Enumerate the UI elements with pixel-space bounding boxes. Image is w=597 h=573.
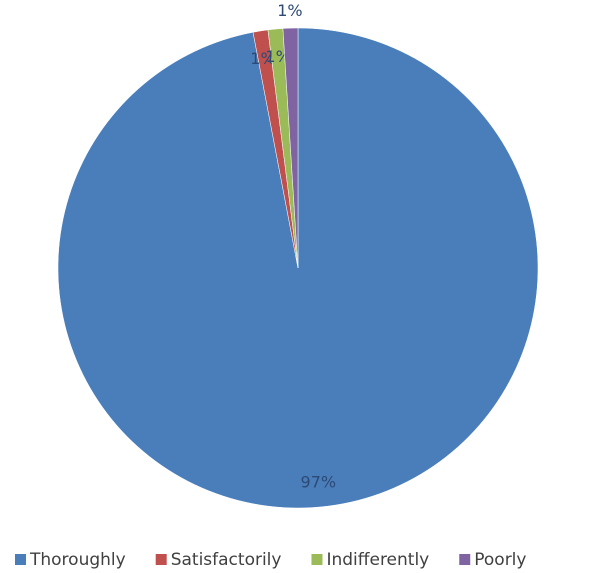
legend-swatch	[311, 554, 323, 565]
legend-swatch	[15, 554, 26, 565]
legend-label: Satisfactorily	[171, 550, 282, 570]
data-label: 1%	[250, 49, 275, 68]
legend-swatch	[459, 554, 471, 565]
legend-label: Indifferently	[326, 550, 429, 570]
legend-label: Poorly	[474, 550, 526, 570]
legend-swatch	[155, 554, 167, 565]
legend-label: Thoroughly	[29, 550, 126, 570]
data-label: 97%	[301, 473, 337, 492]
pie-slice	[282, 27, 299, 269]
data-label: 1%	[277, 1, 302, 20]
